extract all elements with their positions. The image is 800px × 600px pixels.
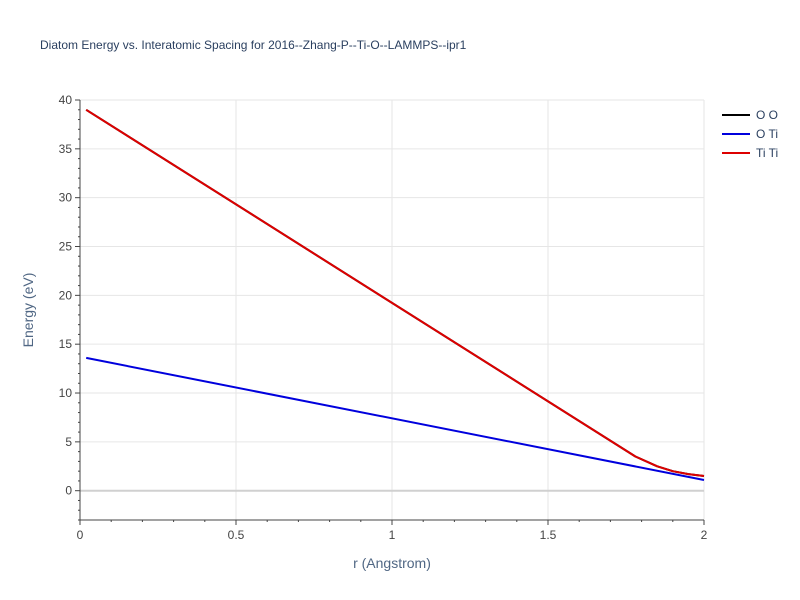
y-tick-label: 40 <box>59 93 73 107</box>
legend-label-o-o: O O <box>756 108 778 122</box>
series-line-ti-ti <box>85 108 705 477</box>
y-tick-label: 5 <box>65 435 72 449</box>
x-axis-title: r (Angstrom) <box>353 555 431 571</box>
legend-item-ti-ti[interactable]: Ti Ti <box>722 146 778 160</box>
y-tick-label: 20 <box>59 288 73 302</box>
series-layer <box>85 108 705 481</box>
x-tick-label: 2 <box>701 528 708 542</box>
legend-item-o-o[interactable]: O O <box>722 108 778 122</box>
legend-label-ti-ti: Ti Ti <box>756 146 778 160</box>
y-tick-label: 10 <box>59 386 73 400</box>
legend-item-o-ti[interactable]: O Ti <box>722 127 778 141</box>
grid-layer <box>80 99 705 520</box>
legend: O O O Ti Ti Ti <box>722 108 778 160</box>
y-tick-label: 30 <box>59 191 73 205</box>
x-tick-label: 1.5 <box>540 528 557 542</box>
x-tick-label: 0 <box>77 528 84 542</box>
y-tick-label: 25 <box>59 240 73 254</box>
x-tick-label: 1 <box>389 528 396 542</box>
axes-layer: 0 5 10 15 20 25 30 35 40 0 0.5 1 1.5 2 <box>59 93 708 542</box>
y-axis-title: Energy (eV) <box>20 273 36 348</box>
y-tick-label: 15 <box>59 337 73 351</box>
legend-label-o-ti: O Ti <box>756 127 778 141</box>
y-tick-label: 0 <box>65 484 72 498</box>
y-tick-label: 35 <box>59 142 73 156</box>
x-tick-label: 0.5 <box>228 528 245 542</box>
series-line-o-ti <box>86 356 705 481</box>
series-line-o-o <box>85 108 705 477</box>
chart-title: Diatom Energy vs. Interatomic Spacing fo… <box>40 38 467 52</box>
